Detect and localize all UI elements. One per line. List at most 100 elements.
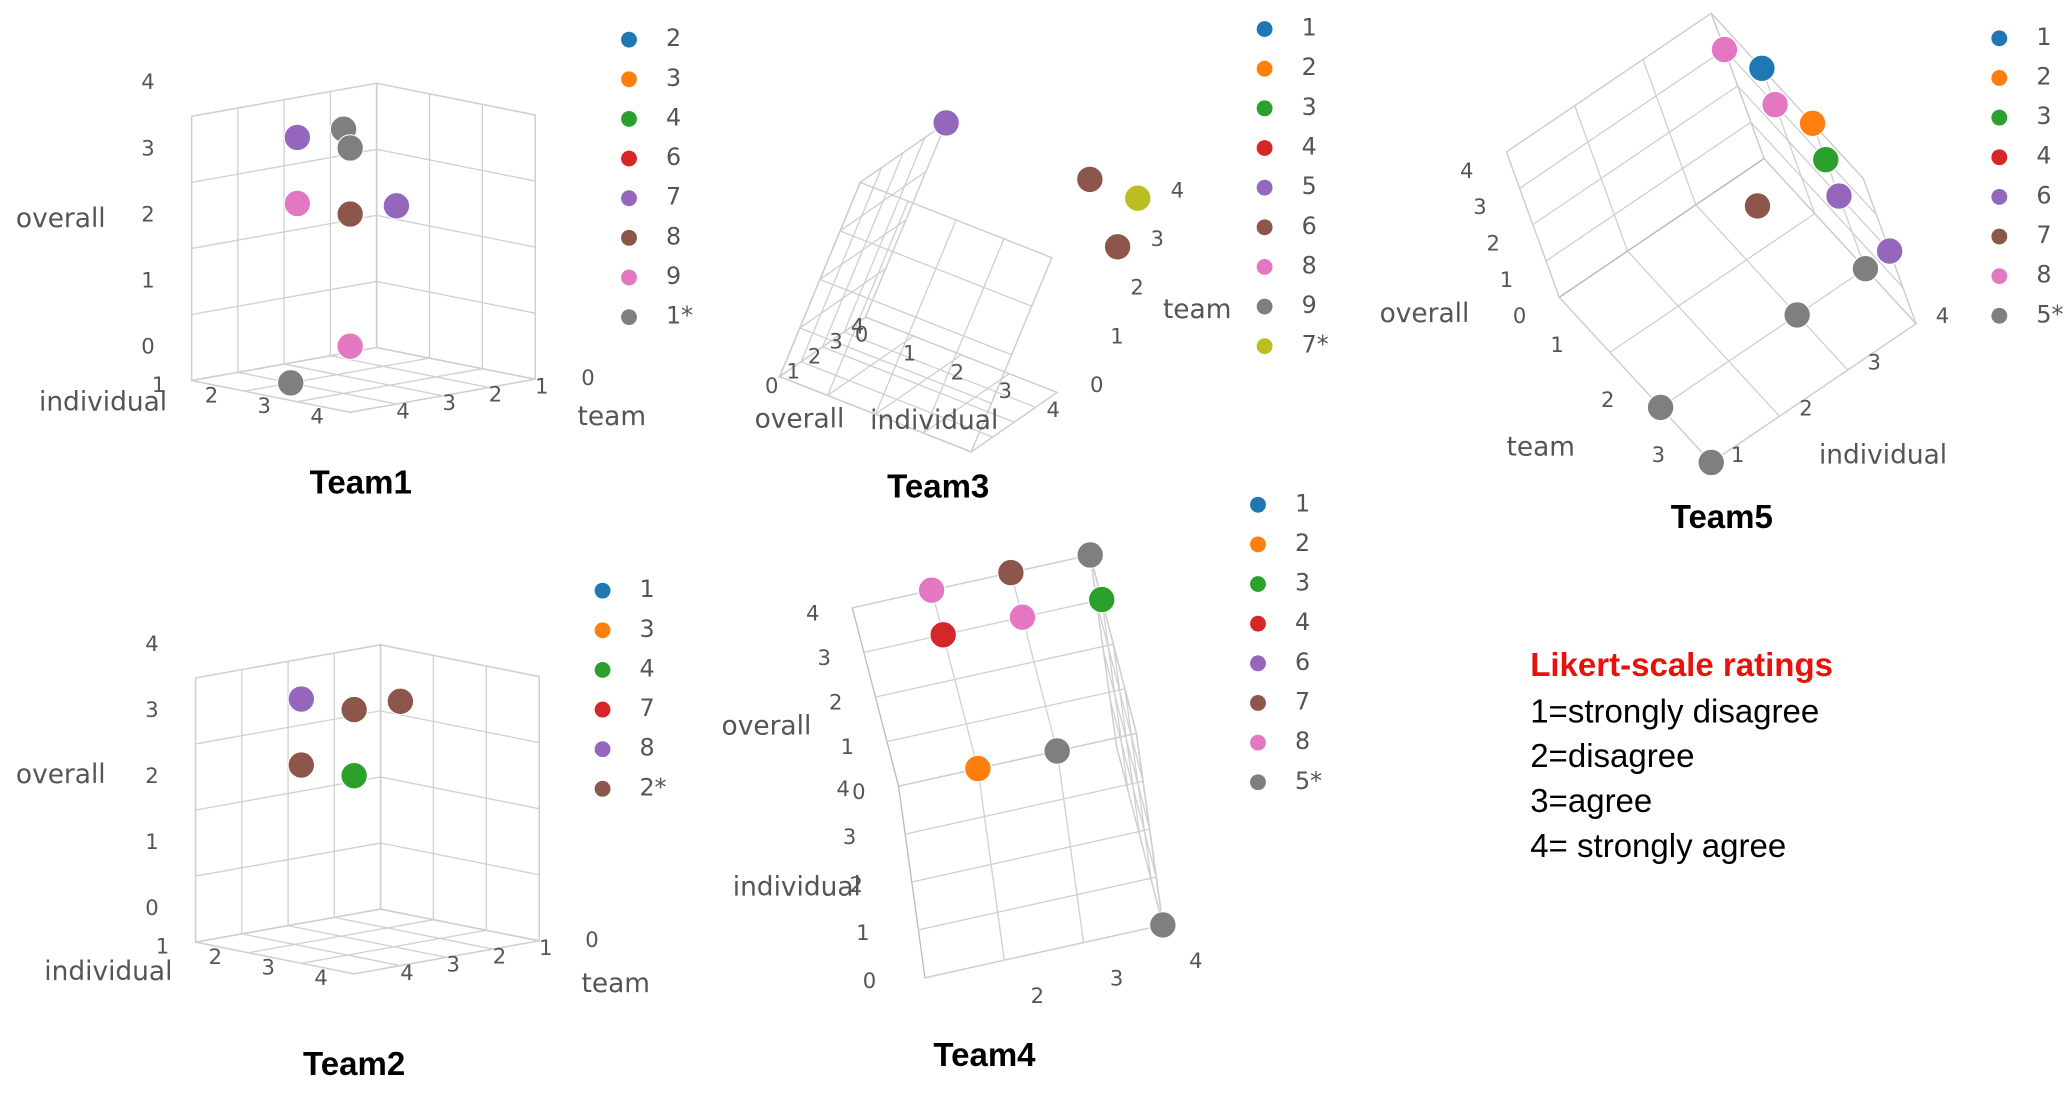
x-tick-label: 2	[205, 382, 218, 407]
grid-line	[1135, 733, 1164, 926]
point	[929, 621, 957, 649]
legend-marker	[1991, 228, 2008, 245]
legend-label: 9	[666, 262, 681, 290]
grid-line	[376, 148, 536, 182]
grid-line	[241, 933, 401, 967]
grid-line	[779, 375, 972, 453]
legend-marker	[1250, 576, 1266, 592]
legend-marker	[1991, 307, 2008, 324]
grid-line	[191, 379, 351, 413]
z-tick-label: 3	[1473, 194, 1486, 219]
point	[283, 123, 312, 152]
x-axis-title: individual	[39, 387, 167, 418]
point	[287, 751, 316, 779]
point	[1008, 603, 1037, 631]
legend-marker	[594, 662, 611, 678]
point	[932, 109, 960, 137]
grid-line	[918, 876, 1157, 931]
legend-marker	[1991, 30, 2008, 47]
grid-line	[380, 908, 540, 942]
point	[1851, 254, 1880, 283]
legend-marker	[1250, 496, 1266, 513]
panel: 1234individual123team01234overall1234678…	[1380, 12, 2063, 535]
grid-line	[863, 598, 1102, 654]
grid-line	[1710, 12, 1864, 179]
legend-marker	[1250, 615, 1266, 632]
legend-marker	[1256, 21, 1273, 37]
x-axis-title: individual	[733, 871, 861, 902]
y-tick-label: 4	[396, 398, 409, 423]
x-tick-label: 2	[951, 359, 964, 384]
point	[1798, 109, 1827, 138]
legend-label: 8	[666, 222, 681, 250]
x-tick-label: 3	[843, 824, 856, 849]
y-tick-label: 2	[1601, 387, 1614, 412]
x-axis-title: individual	[44, 956, 172, 987]
panel: 1 2 3 4 individual 0 1 2 3 4 team 0 1 2 3 4 overall 1 3 4 7 8…	[16, 575, 667, 1082]
point	[1076, 165, 1104, 194]
grid-line	[1545, 121, 1752, 262]
z-axis-title: overall	[722, 710, 812, 741]
point	[964, 754, 992, 783]
z-tick-label: 1	[841, 734, 854, 759]
grid-line	[1124, 688, 1152, 881]
legend-label: 8	[1295, 727, 1310, 755]
point	[1103, 233, 1132, 261]
grid-line	[821, 152, 904, 348]
x-tick-label: 1	[1731, 442, 1744, 467]
x-tick-label: 4	[314, 965, 327, 990]
z-tick-label: 1	[145, 829, 158, 854]
y-axis-title: team	[578, 401, 647, 432]
y-tick-label: 3	[443, 390, 456, 415]
grid-line	[376, 346, 536, 380]
y-axis-title: team	[582, 968, 651, 999]
grid-line	[800, 361, 993, 438]
grid-line	[1723, 49, 1877, 216]
point	[1875, 237, 1904, 265]
grid-line	[905, 780, 1144, 835]
z-tick-label: 2	[141, 201, 154, 226]
legend-label: 6	[2036, 181, 2051, 209]
legend-marker	[1256, 179, 1273, 196]
legend-marker	[621, 150, 637, 167]
chart-title: Team4	[933, 1036, 1036, 1073]
legend-label: 8	[2036, 261, 2051, 289]
z-tick-label: 4	[851, 314, 864, 339]
legend-label: 5*	[2036, 300, 2063, 328]
grid-line	[843, 137, 926, 333]
y-tick-label: 2	[1130, 275, 1143, 300]
grid-line	[380, 710, 540, 744]
legend-label: 7	[1295, 687, 1310, 715]
point	[336, 332, 364, 360]
z-tick-label: 3	[145, 697, 158, 722]
grid-line	[977, 768, 1005, 961]
point	[1076, 541, 1104, 569]
y-tick-label: 2	[1031, 983, 1044, 1008]
grid-line	[376, 82, 536, 116]
grid-line	[380, 842, 540, 876]
legend-marker	[1256, 298, 1273, 315]
z-tick-label: 0	[852, 779, 865, 804]
legend-label: 7	[640, 694, 655, 722]
legend-label: 2*	[640, 773, 667, 801]
legend-marker	[1991, 188, 2008, 205]
z-tick-label: 0	[145, 895, 158, 920]
note-line: 2=disagree	[1530, 737, 1694, 774]
x-tick-label: 0	[863, 968, 876, 993]
note-title: Likert-scale ratings	[1530, 646, 1833, 683]
legend-marker	[621, 190, 637, 207]
point	[1149, 911, 1177, 939]
legend-marker	[594, 582, 611, 599]
legend-marker	[594, 780, 611, 797]
grid-line	[865, 316, 1058, 394]
legend-marker	[1991, 268, 2008, 285]
point	[287, 685, 316, 713]
point	[340, 761, 368, 790]
grid-line	[1056, 750, 1085, 943]
y-tick-label: 0	[1090, 372, 1103, 397]
point	[1710, 35, 1739, 64]
x-tick-label: 4	[310, 404, 323, 429]
grid-line	[1558, 296, 1712, 463]
grid-line	[924, 924, 1164, 979]
